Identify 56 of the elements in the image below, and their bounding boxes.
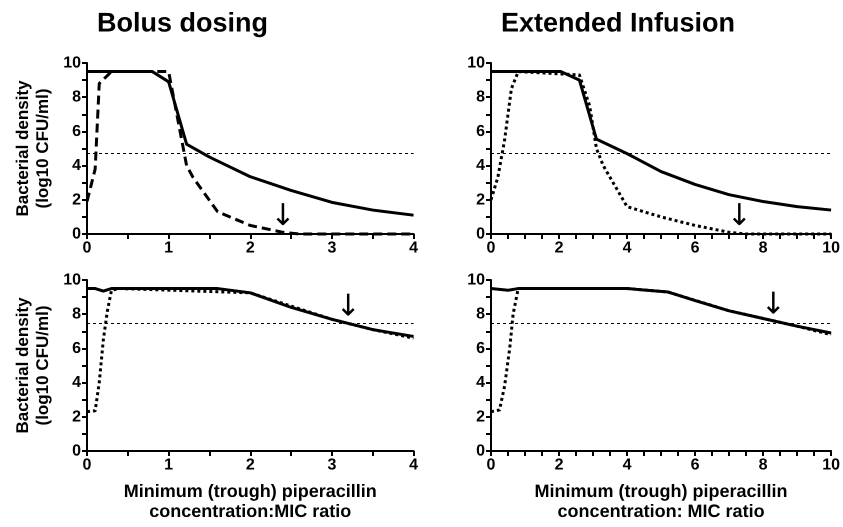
x-tick-label: 0 <box>82 456 92 474</box>
y-tick-label: 0 <box>476 226 486 242</box>
x-tick-label: 1 <box>164 456 174 474</box>
y-axis-title: Bacterial density (log10 CFU/ml) <box>12 296 52 434</box>
y-tick-label: 4 <box>476 374 486 392</box>
y-tick-label: 6 <box>72 122 82 140</box>
y-tick-label: 10 <box>467 272 486 288</box>
x-tick-label: 4 <box>622 240 632 256</box>
y-tick-label: 4 <box>72 374 82 392</box>
y-tick-label: 6 <box>72 340 82 357</box>
x-tick-label: 4 <box>622 456 632 474</box>
x-tick-label: 2 <box>554 240 564 256</box>
annotation: ↓ <box>760 286 786 322</box>
annotation: ↓ <box>726 198 752 233</box>
x-tick-label: 1 <box>164 240 174 256</box>
y-tick-label: 8 <box>72 306 82 323</box>
x-tick-label: 2 <box>554 456 564 474</box>
y-tick-label: 6 <box>476 340 486 357</box>
x-tick-label: 6 <box>690 240 700 256</box>
x-tick-label: 4 <box>409 456 418 474</box>
x-tick-label: 6 <box>690 456 700 474</box>
y-tick-label: 2 <box>72 408 82 426</box>
y-tick-label: 0 <box>72 226 82 242</box>
x-axis-title: Minimum (trough) piperacillin concentration:MIC ratio <box>124 481 377 521</box>
y-tick-label: 8 <box>72 88 82 106</box>
y-tick-label: 10 <box>63 272 82 288</box>
x-axis-title: Minimum (trough) piperacillin concentration: MIC ratio <box>534 481 788 521</box>
x-tick-label: 8 <box>758 240 768 256</box>
y-tick-label: 10 <box>467 54 486 72</box>
x-tick-label: 2 <box>246 456 255 474</box>
y-tick-label: 0 <box>476 442 486 460</box>
x-tick-label: 10 <box>822 456 840 474</box>
y-tick-label: 8 <box>476 306 486 323</box>
y-tick-label: 4 <box>72 157 82 174</box>
y-tick-label: 2 <box>72 191 82 208</box>
y-tick-label: 2 <box>476 408 486 426</box>
x-tick-label: 10 <box>822 240 840 256</box>
y-tick-label: 8 <box>476 88 486 106</box>
y-axis-title: Bacterial density (log10 CFU/ml) <box>12 80 52 217</box>
y-tick-label: 4 <box>476 157 486 174</box>
annotation: ↓ <box>270 198 296 233</box>
x-tick-label: 2 <box>246 240 255 256</box>
y-tick-label: 0 <box>72 442 82 460</box>
x-tick-label: 0 <box>486 240 496 256</box>
y-tick-label: 2 <box>476 191 486 208</box>
x-tick-label: 8 <box>758 456 768 474</box>
y-tick-label: 10 <box>63 54 82 72</box>
x-tick-label: 0 <box>486 456 496 474</box>
x-tick-label: 0 <box>82 240 92 256</box>
x-tick-label: 3 <box>327 456 336 474</box>
x-tick-label: 4 <box>409 240 418 256</box>
chart-title: Bolus dosing <box>97 8 268 38</box>
y-tick-label: 6 <box>476 122 486 140</box>
annotation: ↓ <box>336 288 361 324</box>
x-tick-label: 3 <box>327 240 336 256</box>
chart-title: Extended Infusion <box>501 8 736 38</box>
